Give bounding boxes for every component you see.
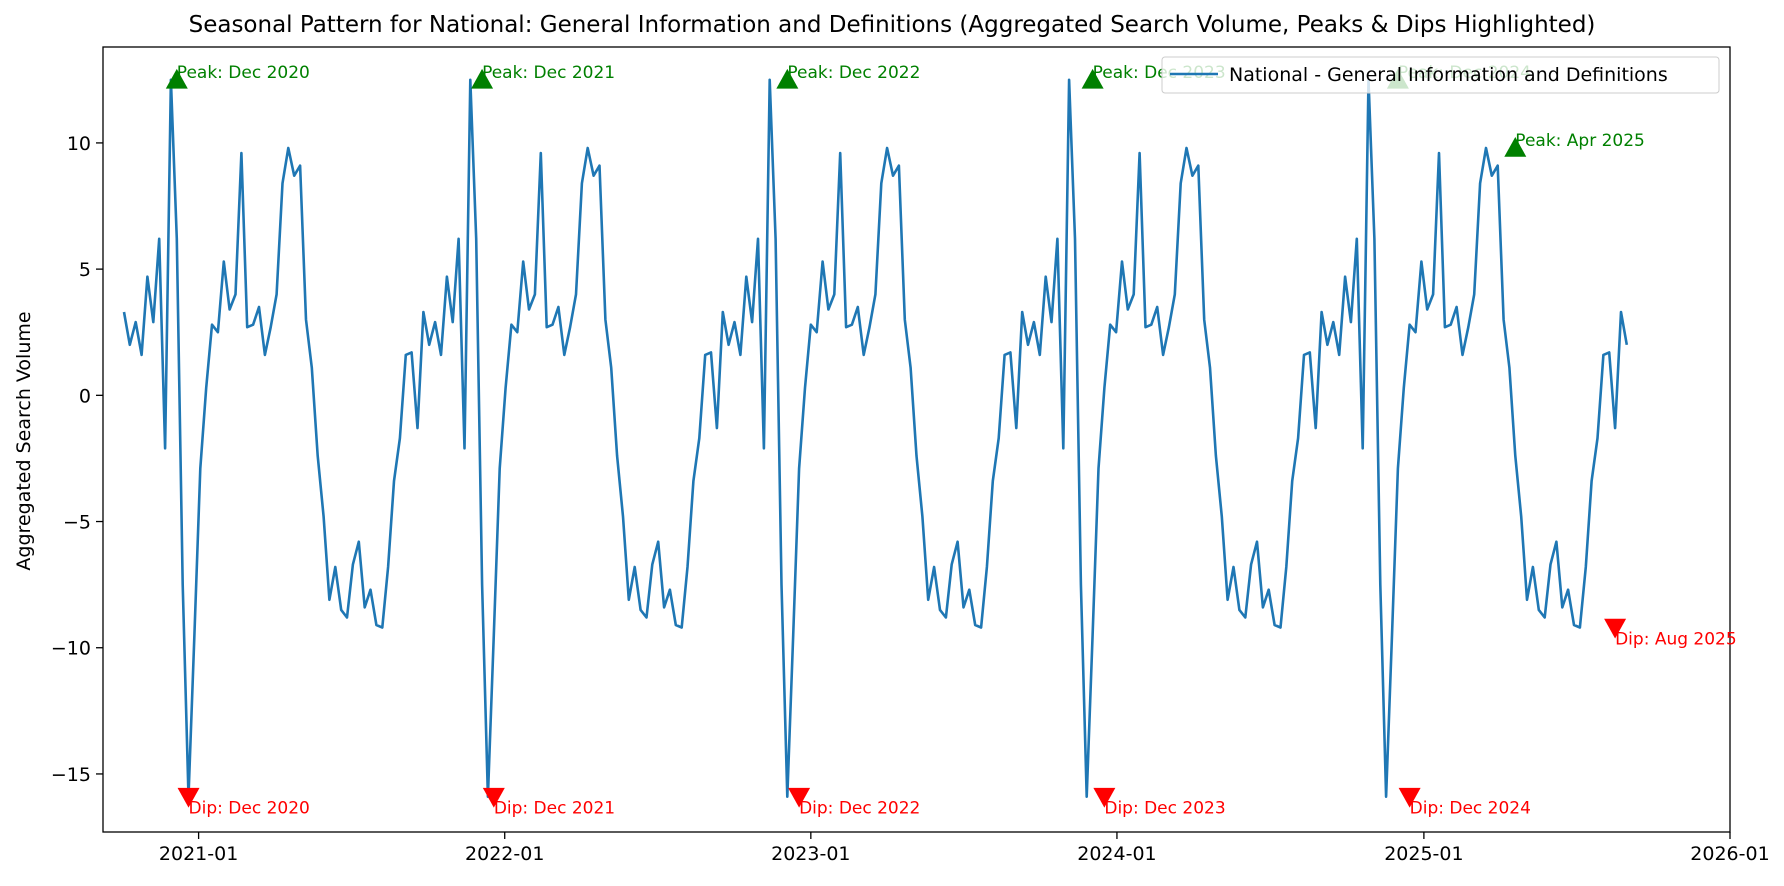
dip-marker — [1398, 787, 1421, 808]
legend-label: National - General Information and Defin… — [1229, 64, 1668, 86]
y-axis-label: Aggregated Search Volume — [13, 311, 35, 570]
y-tick-label: −10 — [51, 638, 91, 660]
x-tick-label: 2021-01 — [159, 843, 238, 865]
x-tick-label: 2022-01 — [465, 843, 544, 865]
peak-marker — [471, 68, 494, 89]
legend: National - General Information and Defin… — [1161, 56, 1720, 94]
dip-label: Dip: Dec 2020 — [189, 799, 310, 819]
peak-marker — [776, 68, 799, 89]
x-tick-label: 2023-01 — [771, 843, 850, 865]
x-tick-label: 2025-01 — [1384, 843, 1463, 865]
peak-marker — [1504, 136, 1527, 157]
dip-marker — [788, 787, 811, 808]
axes-frame — [102, 46, 1731, 833]
dip-marker — [1604, 618, 1627, 639]
chart-title: Seasonal Pattern for National: General I… — [189, 12, 1596, 38]
y-tick-label: −5 — [63, 512, 91, 534]
plot-area: 2021-01 2022-01 2023-01 2024-01 2025-01 2026-… — [51, 46, 1770, 865]
dip-marker — [1093, 787, 1116, 808]
peak-label: Peak: Dec 2022 — [787, 63, 920, 83]
dip-label: Dip: Dec 2022 — [799, 799, 920, 819]
x-tick-label: 2026-01 — [1690, 843, 1769, 865]
peak-label: Peak: Apr 2025 — [1515, 131, 1645, 151]
y-tick-label: 0 — [79, 385, 91, 407]
dip-marker — [177, 787, 200, 808]
y-tick-label: 5 — [79, 259, 91, 281]
series-line — [122, 78, 1629, 799]
dip-label: Dip: Dec 2024 — [1410, 799, 1531, 819]
dip-label: Dip: Dec 2021 — [494, 799, 615, 819]
peak-label: Peak: Dec 2021 — [482, 63, 615, 83]
peak-marker — [165, 68, 188, 89]
dip-label: Dip: Dec 2023 — [1104, 799, 1225, 819]
peak-label: Peak: Dec 2020 — [177, 63, 310, 83]
y-tick-label: 10 — [67, 133, 91, 155]
y-tick-label: −15 — [51, 764, 91, 786]
dip-label: Dip: Aug 2025 — [1615, 630, 1737, 650]
peak-marker — [1081, 68, 1104, 89]
x-tick-label: 2024-01 — [1077, 843, 1156, 865]
dip-marker — [482, 787, 505, 808]
legend-box — [1161, 56, 1720, 94]
